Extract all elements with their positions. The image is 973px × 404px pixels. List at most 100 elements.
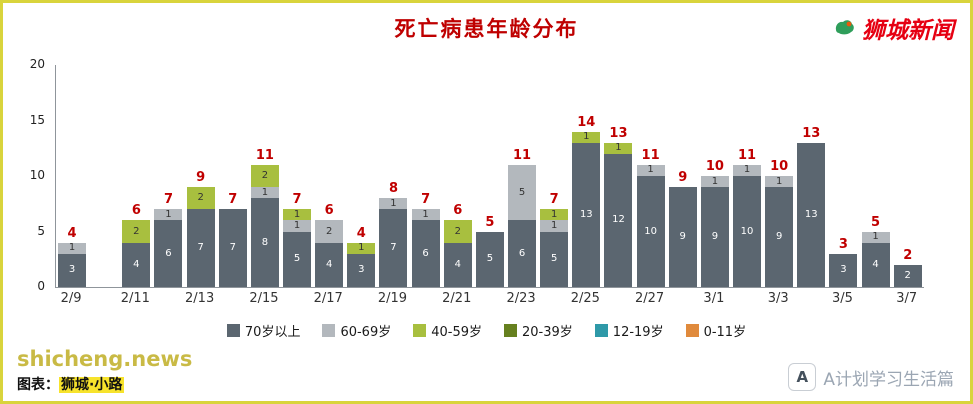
bar-total-label: 11	[641, 147, 660, 163]
x-tick-label	[344, 291, 376, 306]
bar-total-label: 7	[549, 192, 559, 208]
bar-segment: 1	[572, 131, 601, 143]
plot-area: 3 1 4 4 2 6 6 1 7 7 2 9 7 7 8 1 2 11 5 1 1 7 4 2 6 3 1 4 7 1 8 6 1 7 4 2 6 5 5…	[55, 65, 924, 288]
bar-slot: 10 1 11	[731, 65, 763, 287]
bar-slot: 10 1 11	[635, 65, 667, 287]
bar-slot: 13 1 14	[570, 65, 602, 287]
bar-segment: 7	[186, 209, 215, 287]
bar-segment: 1	[604, 142, 633, 154]
legend-swatch	[413, 324, 427, 337]
x-tick-label: 2/11	[120, 291, 150, 306]
legend-swatch	[322, 324, 336, 337]
legend-item: 60-69岁	[322, 321, 391, 340]
bar-segment: 6	[411, 220, 440, 287]
bar-total-label: 11	[737, 147, 757, 163]
chart-title: 死亡病患年龄分布	[394, 17, 579, 41]
x-tick-label	[409, 291, 441, 306]
footer-brand: A A计划学习生活篇	[788, 363, 954, 391]
bar-total-label: 9	[196, 170, 206, 186]
bar-total-label: 13	[802, 125, 821, 141]
bar-segment: 1	[379, 198, 408, 210]
bar-total-label: 5	[485, 214, 495, 230]
bar-segment: 4	[315, 242, 344, 287]
bar-segment: 1	[347, 242, 376, 254]
bar-segment: 1	[700, 176, 729, 188]
x-tick-label: 2/19	[377, 291, 408, 306]
bar-segment: 1	[540, 209, 569, 221]
bar-segment: 2	[893, 264, 922, 287]
brand-logo: 狮城新闻	[833, 11, 954, 45]
bar: 12 1 13	[604, 126, 633, 287]
bar-segment: 1	[283, 220, 312, 232]
bar-total-label: 7	[228, 192, 238, 208]
x-tick-label: 2/9	[60, 291, 82, 306]
bar-slot: 8 1 2 11	[249, 65, 281, 287]
bar-segment: 1	[765, 176, 794, 188]
bar-segment: 13	[572, 142, 601, 287]
x-tick-label	[601, 291, 633, 306]
chart-credit-name: 狮城·小路	[59, 377, 125, 393]
bar-segment: 9	[765, 187, 794, 287]
legend-swatch	[504, 324, 518, 337]
bar-segment: 5	[475, 231, 504, 287]
bar-total-label: 11	[512, 147, 532, 163]
x-tick-label	[730, 291, 762, 306]
y-tick-label: 15	[29, 112, 45, 127]
bar-total-label: 7	[163, 192, 173, 208]
bar-segment: 5	[508, 164, 537, 221]
legend-item: 0-11岁	[685, 321, 747, 340]
bar-segment: 2	[443, 220, 472, 243]
bar-total-label: 10	[705, 159, 724, 175]
legend-item: 12-19岁	[594, 321, 664, 340]
bar-segment: 2	[186, 187, 215, 210]
bar-total-label: 6	[324, 203, 334, 219]
bar-total-label: 9	[678, 170, 688, 186]
legend-item: 70岁以上	[226, 321, 300, 340]
x-tick-label	[537, 291, 569, 306]
bar-total-label: 7	[292, 192, 302, 208]
bar-segment: 6	[508, 220, 537, 287]
brand-name: 狮城新闻	[862, 18, 954, 44]
x-tick-label: 2/25	[570, 291, 600, 306]
bar-segment: 3	[347, 253, 376, 287]
bar-total-label: 8	[388, 181, 398, 197]
watermark-shicheng: shicheng.news	[17, 347, 193, 371]
bar-segment: 1	[250, 187, 279, 199]
singapore-map-icon	[833, 18, 857, 38]
bar-segment: 4	[122, 242, 151, 287]
x-tick-label	[216, 291, 248, 306]
bar-total-label: 14	[577, 114, 596, 130]
x-axis-labels: 2/9 2/11 2/13 2/15 2/17 2/19 2/21 2/23 2/25 2/27 3…	[55, 291, 923, 306]
bar-total-label: 5	[871, 214, 881, 230]
bar-segment: 10	[636, 176, 665, 287]
x-tick-label: 3/1	[703, 291, 725, 306]
legend-swatch	[685, 324, 699, 337]
bar-slot	[88, 65, 120, 287]
bar-segment: 1	[411, 209, 440, 221]
legend-item: 20-39岁	[504, 321, 573, 340]
legend-label: 0-11岁	[703, 325, 747, 340]
bar-segment: 6	[154, 220, 183, 287]
x-tick-label: 2/15	[249, 291, 279, 306]
bar-segment: 2	[122, 220, 151, 243]
